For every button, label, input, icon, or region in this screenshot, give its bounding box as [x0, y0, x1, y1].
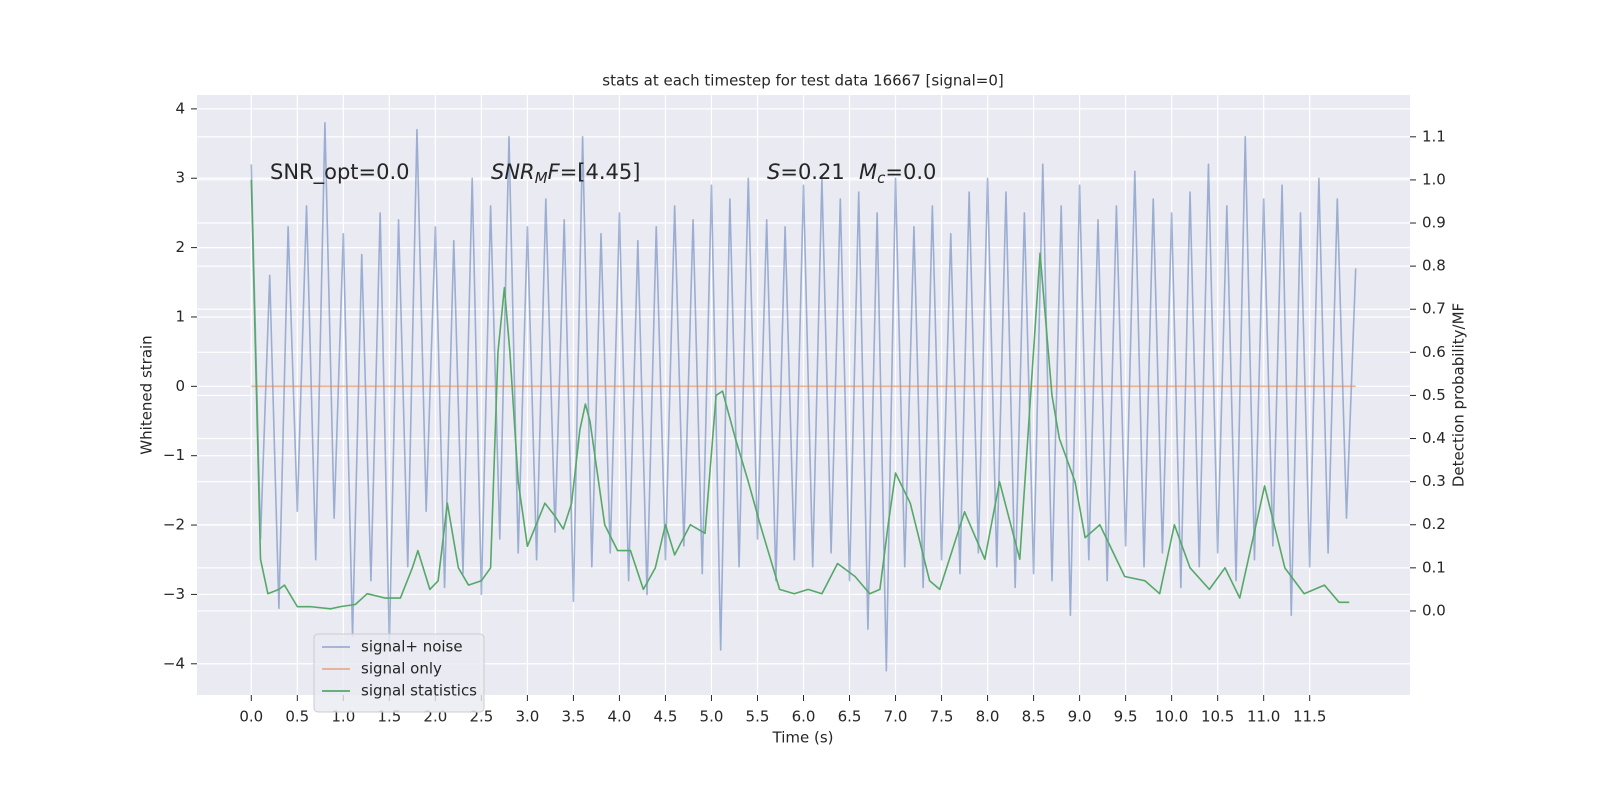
legend-box: [313, 633, 485, 713]
y2-tick-label: 0.0: [1422, 601, 1446, 619]
annotation-part: =[4.45]: [560, 160, 641, 184]
y2-tick-label: 0.1: [1422, 558, 1446, 576]
annotation-part: F: [548, 160, 561, 184]
legend-label: signal+ noise: [361, 638, 463, 656]
y-tick-label: −2: [163, 516, 185, 534]
y2-tick-label: 0.2: [1422, 515, 1446, 533]
y2-tick-label: 1.0: [1422, 170, 1446, 188]
labels: 0.0 0.5 1.0 1.5 2.0 2.5 3.0 3.5 4.0 4.5 5.0 5.5 6.0 6…: [163, 99, 1446, 725]
x-tick-label: 5.5: [746, 708, 770, 726]
y-axis-label: Whitened strain: [138, 335, 156, 454]
annotation-part: S: [767, 160, 780, 184]
series-line: [250, 121, 1357, 672]
chart-title: stats at each timestep for test data 166…: [602, 72, 1003, 90]
x-tick-label: 10.0: [1155, 708, 1188, 726]
x-tick-label: 6.5: [838, 708, 862, 726]
legend-label: signal only: [361, 660, 442, 678]
x-tick-label: 3.5: [561, 708, 585, 726]
annotation: SNRMF=[4.45]: [491, 160, 640, 187]
x-tick-label: 6.0: [792, 708, 816, 726]
y-tick-label: 2: [175, 238, 185, 256]
y2-tick-label: 0.3: [1422, 472, 1446, 490]
x-tick-label: 11.0: [1247, 708, 1280, 726]
y2-tick-label: 0.8: [1422, 257, 1446, 275]
y-tick-label: 0: [175, 377, 185, 395]
x-tick-label: 3.0: [515, 708, 539, 726]
legend-label: signal statistics: [361, 682, 477, 700]
y-tick-label: −3: [163, 585, 185, 603]
annotation-part: M: [859, 160, 877, 184]
x-axis-label: Time (s): [772, 729, 834, 747]
x-tick-label: 7.5: [930, 708, 954, 726]
x-tick-label: 9.0: [1068, 708, 1092, 726]
plot-marks: [250, 121, 1357, 672]
annotation-part: c: [877, 169, 886, 187]
series-line: [250, 179, 1350, 610]
annotation-part: SNR: [491, 160, 535, 184]
y2-tick-label: 0.9: [1422, 214, 1446, 232]
annotation: SNR_opt=0.0: [270, 160, 410, 185]
x-tick-label: 9.5: [1114, 708, 1138, 726]
x-tick-label: 0.0: [239, 708, 263, 726]
annotation: Mc=0.0: [859, 160, 936, 187]
annotation-part: =0.0: [885, 160, 936, 184]
x-tick-label: 10.5: [1201, 708, 1234, 726]
x-tick-label: 5.0: [700, 708, 724, 726]
y2-tick-label: 0.7: [1422, 300, 1446, 318]
y-tick-label: −1: [163, 446, 185, 464]
y2-tick-label: 0.5: [1422, 386, 1446, 404]
y2-axis-label: Detection probability/MF: [1450, 303, 1468, 487]
x-tick-label: 11.5: [1293, 708, 1326, 726]
y2-tick-label: 0.6: [1422, 343, 1446, 361]
x-tick-label: 8.5: [1022, 708, 1046, 726]
y-tick-label: −4: [163, 654, 185, 672]
x-tick-label: 4.5: [654, 708, 678, 726]
annotation-part: =0.21: [780, 160, 844, 184]
y-tick-label: 4: [175, 99, 185, 117]
x-tick-label: 7.0: [884, 708, 908, 726]
annotation-part: SNR_opt=0.0: [270, 160, 410, 185]
annotation-part: M: [535, 169, 548, 187]
y-tick-label: 1: [175, 307, 185, 325]
y-tick-label: 3: [175, 169, 185, 187]
x-tick-label: 0.5: [285, 708, 309, 726]
x-tick-label: 8.0: [976, 708, 1000, 726]
y2-tick-label: 1.1: [1422, 127, 1446, 145]
x-tick-label: 4.0: [608, 708, 632, 726]
y2-tick-label: 0.4: [1422, 429, 1446, 447]
annotation: S=0.21: [767, 160, 845, 184]
